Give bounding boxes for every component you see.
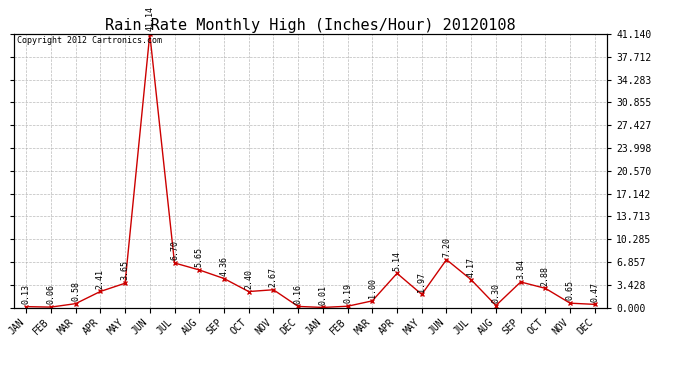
Text: 2.67: 2.67	[269, 267, 278, 287]
Text: 0.06: 0.06	[46, 284, 55, 304]
Title: Rain Rate Monthly High (Inches/Hour) 20120108: Rain Rate Monthly High (Inches/Hour) 201…	[105, 18, 516, 33]
Text: 0.58: 0.58	[71, 281, 80, 301]
Text: 3.84: 3.84	[516, 259, 525, 279]
Text: 0.30: 0.30	[491, 283, 500, 303]
Text: 0.47: 0.47	[591, 282, 600, 302]
Text: 0.16: 0.16	[294, 284, 303, 304]
Text: 2.40: 2.40	[244, 269, 253, 289]
Text: 5.65: 5.65	[195, 247, 204, 267]
Text: 7.20: 7.20	[442, 237, 451, 257]
Text: 41.14: 41.14	[146, 6, 155, 31]
Text: 0.19: 0.19	[343, 284, 352, 303]
Text: 1.97: 1.97	[417, 272, 426, 292]
Text: 3.65: 3.65	[121, 261, 130, 280]
Text: 0.01: 0.01	[318, 285, 327, 304]
Text: 5.14: 5.14	[393, 251, 402, 270]
Text: Copyright 2012 Cartronics.com: Copyright 2012 Cartronics.com	[17, 36, 161, 45]
Text: 0.65: 0.65	[566, 280, 575, 300]
Text: 1.00: 1.00	[368, 278, 377, 298]
Text: 2.41: 2.41	[96, 269, 105, 289]
Text: 2.88: 2.88	[541, 266, 550, 286]
Text: 0.13: 0.13	[21, 284, 30, 304]
Text: 4.36: 4.36	[219, 256, 228, 276]
Text: 4.17: 4.17	[466, 257, 475, 277]
Text: 6.70: 6.70	[170, 240, 179, 260]
